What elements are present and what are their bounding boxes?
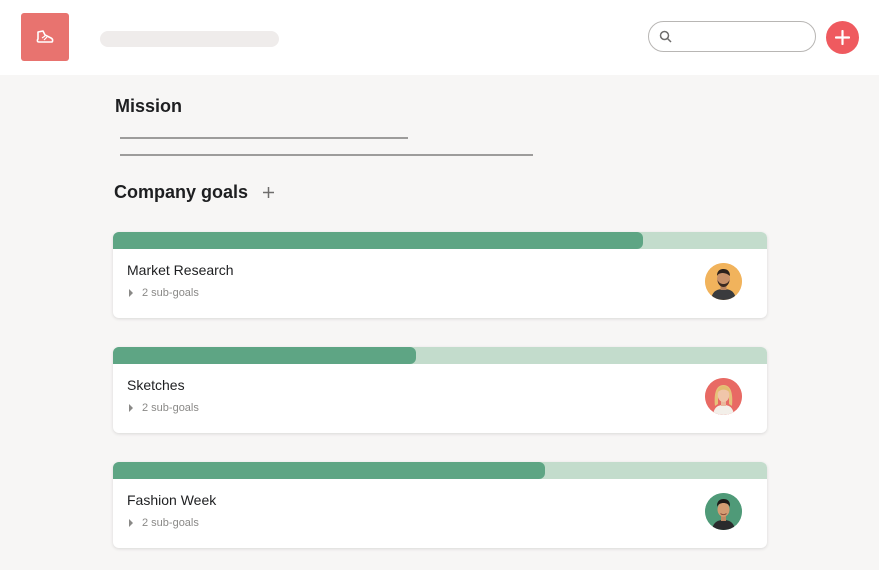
subgoals-toggle[interactable]: 2 sub-goals [127, 517, 199, 529]
goal-progress-fill [113, 232, 643, 249]
company-goals-header: Company goals [114, 182, 276, 203]
caret-right-icon [129, 404, 133, 412]
add-goal-button[interactable] [260, 185, 276, 201]
plus-icon [835, 30, 850, 45]
goal-progress-fill [113, 347, 416, 364]
goal-name: Sketches [127, 377, 185, 393]
mission-text-line[interactable] [120, 154, 533, 156]
goal-progress-bar [113, 232, 767, 249]
goal-progress-fill [113, 462, 545, 479]
mission-heading: Mission [115, 96, 183, 116]
subgoals-count: 2 sub-goals [142, 517, 199, 529]
search-icon [659, 30, 672, 43]
goal-progress-bar [113, 347, 767, 364]
goal-card[interactable]: Market Research 2 sub-goals [113, 232, 767, 318]
plus-icon [262, 187, 274, 198]
owner-avatar[interactable] [705, 493, 742, 530]
goal-name: Market Research [127, 262, 234, 278]
subgoals-toggle[interactable]: 2 sub-goals [127, 402, 199, 414]
add-button[interactable] [826, 21, 859, 54]
shoe-icon [36, 30, 54, 43]
subgoals-toggle[interactable]: 2 sub-goals [127, 287, 199, 299]
goal-progress-bar [113, 462, 767, 479]
subgoals-count: 2 sub-goals [142, 402, 199, 414]
mission-text-line[interactable] [120, 137, 408, 139]
goal-card[interactable]: Sketches 2 sub-goals [113, 347, 767, 433]
subgoals-count: 2 sub-goals [142, 287, 199, 299]
app-logo[interactable] [21, 13, 69, 61]
top-bar [0, 0, 879, 75]
goal-card[interactable]: Fashion Week 2 sub-goals [113, 462, 767, 548]
title-placeholder [100, 31, 279, 47]
owner-avatar[interactable] [705, 378, 742, 415]
search-box[interactable] [648, 21, 816, 52]
owner-avatar[interactable] [705, 263, 742, 300]
caret-right-icon [129, 519, 133, 527]
goal-name: Fashion Week [127, 492, 217, 508]
search-input[interactable] [677, 26, 809, 48]
caret-right-icon [129, 289, 133, 297]
company-goals-heading: Company goals [114, 182, 249, 202]
